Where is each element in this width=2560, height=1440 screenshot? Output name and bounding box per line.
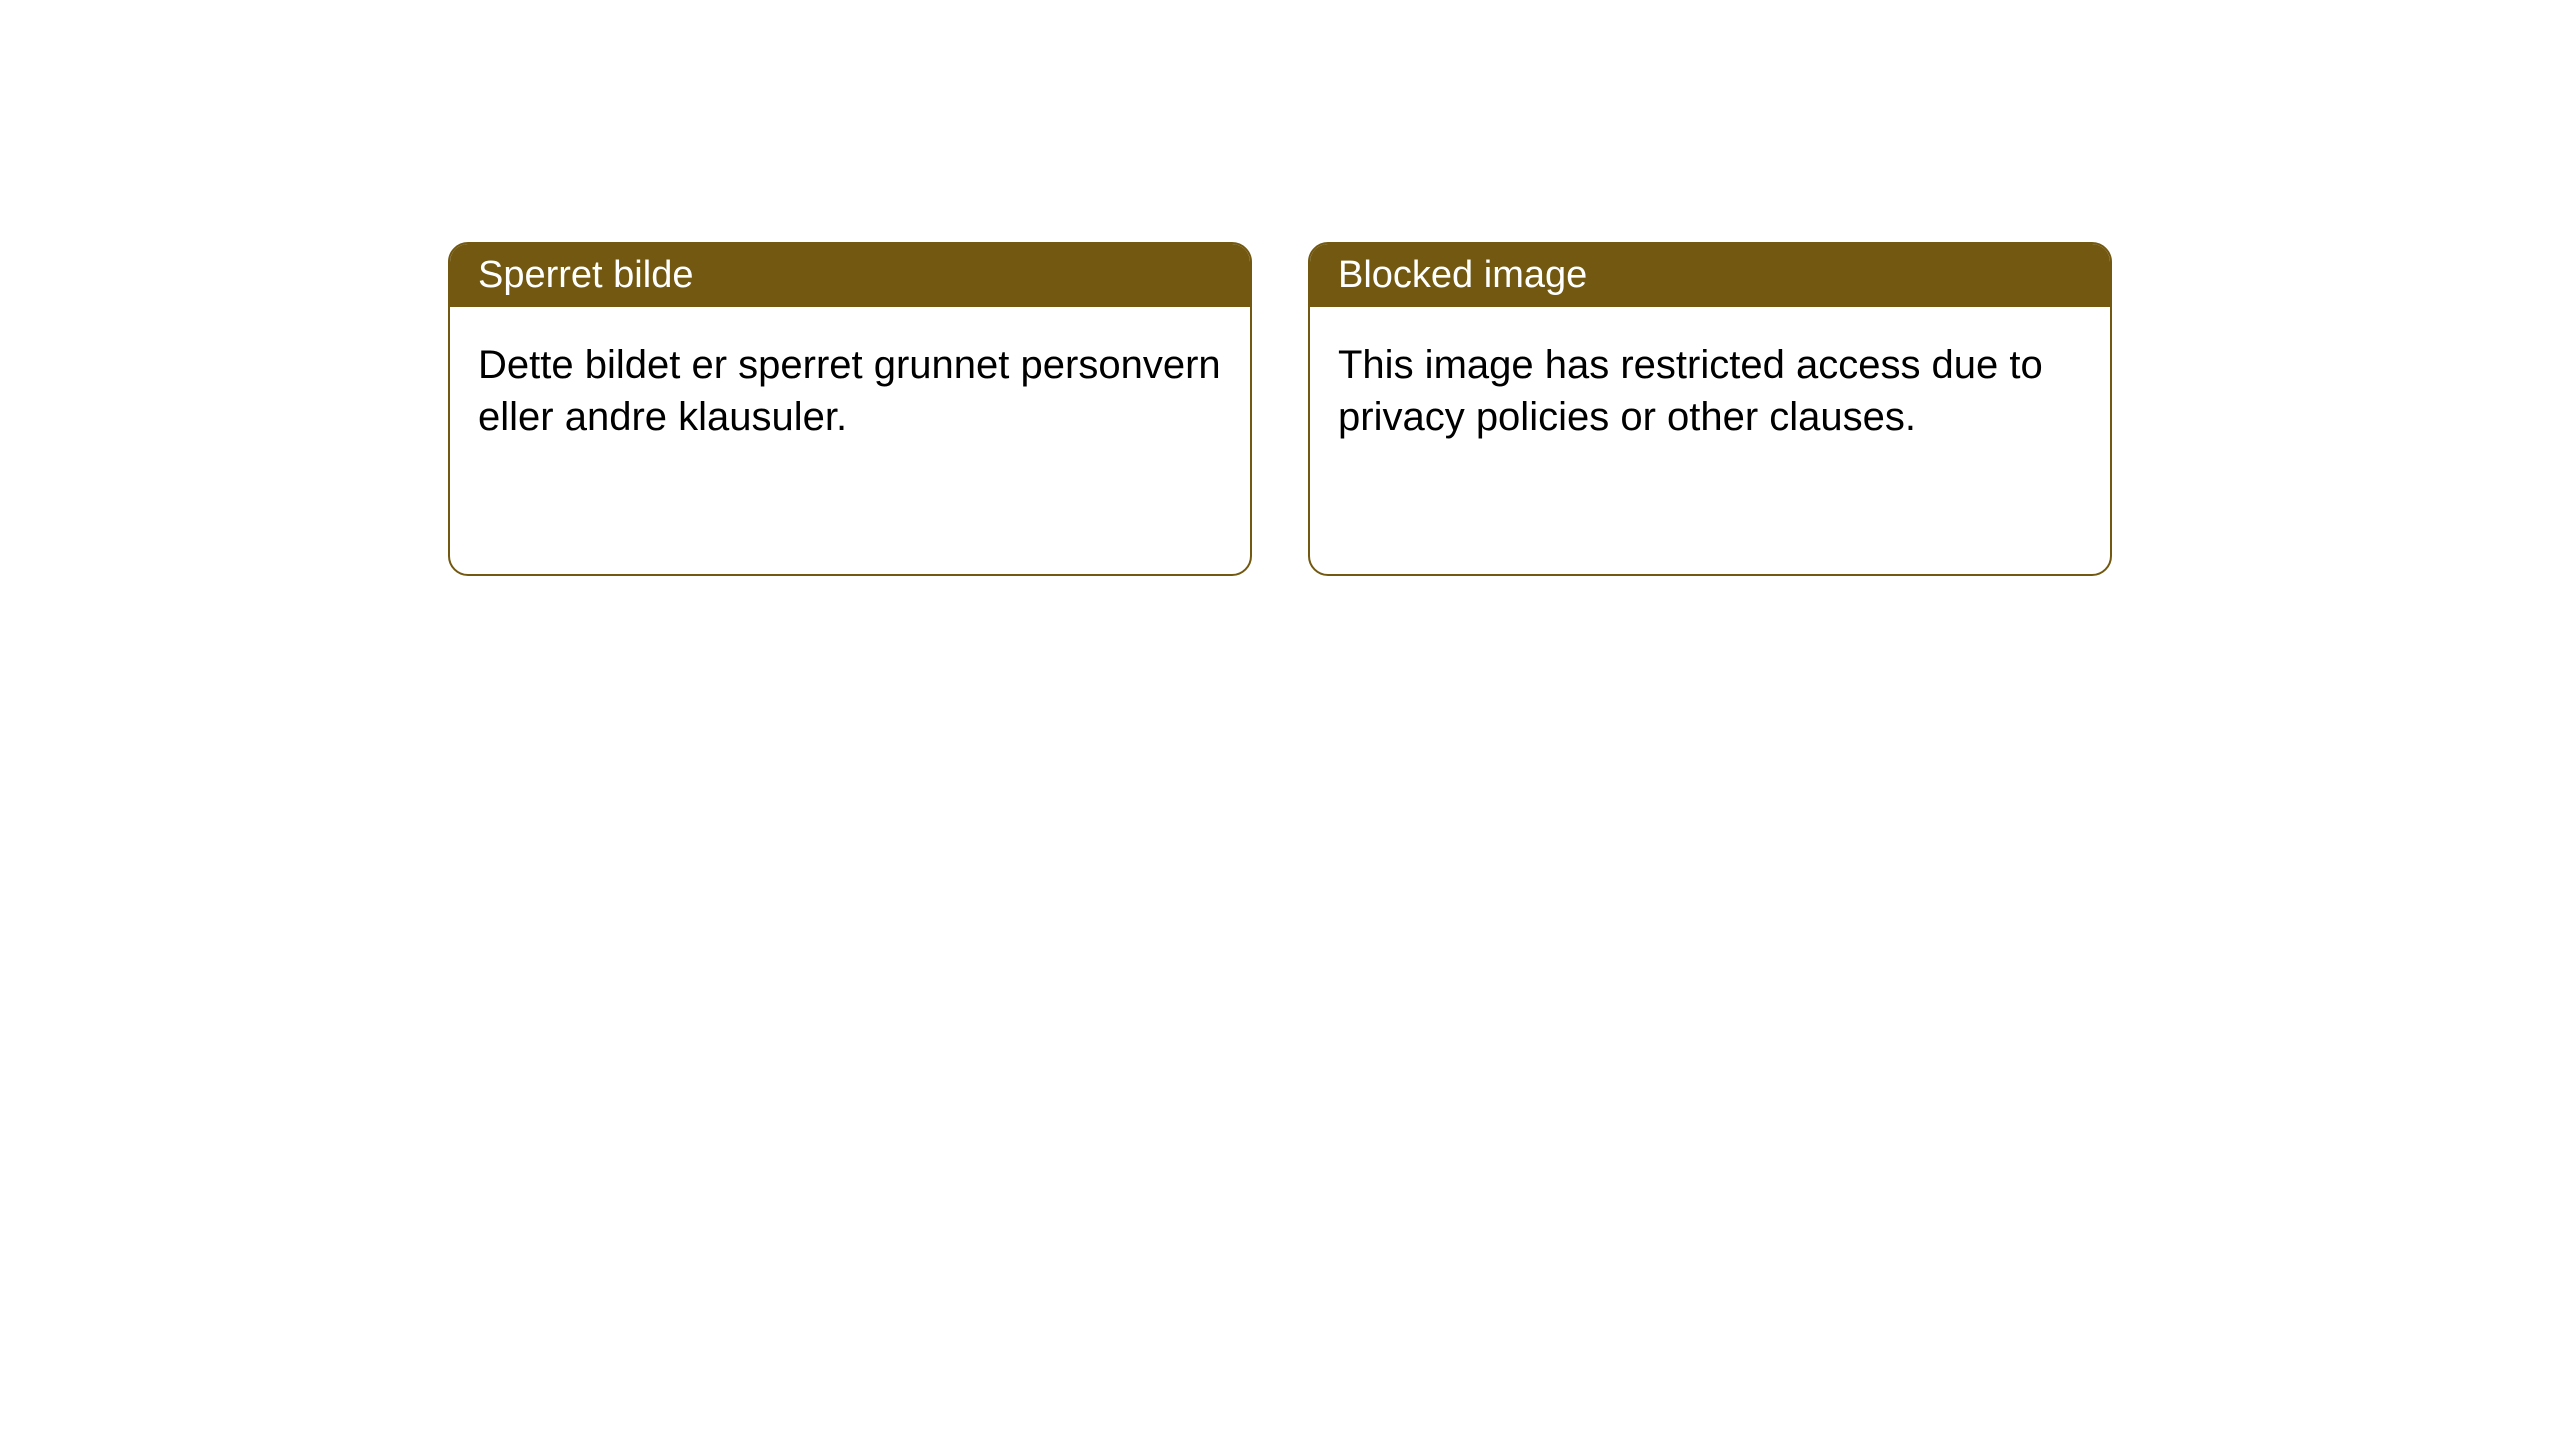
- blocked-image-card-norwegian: Sperret bilde Dette bildet er sperret gr…: [448, 242, 1252, 576]
- card-body-norwegian: Dette bildet er sperret grunnet personve…: [450, 307, 1250, 475]
- notice-cards-container: Sperret bilde Dette bildet er sperret gr…: [0, 0, 2560, 576]
- card-body-english: This image has restricted access due to …: [1310, 307, 2110, 475]
- blocked-image-card-english: Blocked image This image has restricted …: [1308, 242, 2112, 576]
- card-header-norwegian: Sperret bilde: [450, 244, 1250, 307]
- card-header-english: Blocked image: [1310, 244, 2110, 307]
